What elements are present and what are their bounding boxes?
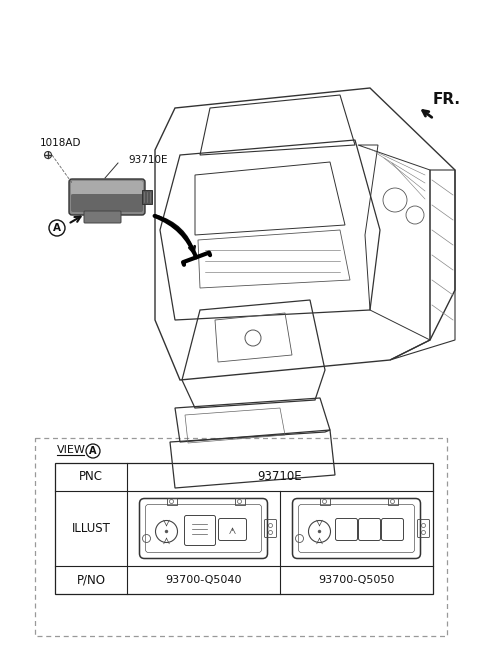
- Circle shape: [318, 530, 321, 533]
- Text: 93700-Q5040: 93700-Q5040: [165, 575, 242, 585]
- Text: 93700-Q5050: 93700-Q5050: [318, 575, 395, 585]
- FancyBboxPatch shape: [84, 211, 121, 223]
- FancyBboxPatch shape: [71, 181, 143, 195]
- Bar: [235, 497, 244, 504]
- Bar: [320, 497, 329, 504]
- Bar: [387, 497, 397, 504]
- Text: VIEW: VIEW: [57, 445, 86, 455]
- Text: 93710E: 93710E: [128, 155, 168, 165]
- FancyBboxPatch shape: [69, 179, 145, 215]
- FancyBboxPatch shape: [71, 194, 143, 212]
- Bar: [55, 463, 433, 594]
- Text: 93710E: 93710E: [258, 470, 302, 483]
- Circle shape: [165, 530, 168, 533]
- Bar: [167, 497, 177, 504]
- Text: ILLUST: ILLUST: [72, 522, 110, 535]
- Text: 1018AD: 1018AD: [40, 138, 82, 148]
- Text: PNC: PNC: [79, 470, 103, 483]
- Text: A: A: [89, 446, 97, 456]
- Text: A: A: [53, 223, 61, 233]
- Text: FR.: FR.: [433, 92, 461, 108]
- Bar: [142, 190, 152, 204]
- Text: P/NO: P/NO: [76, 573, 106, 586]
